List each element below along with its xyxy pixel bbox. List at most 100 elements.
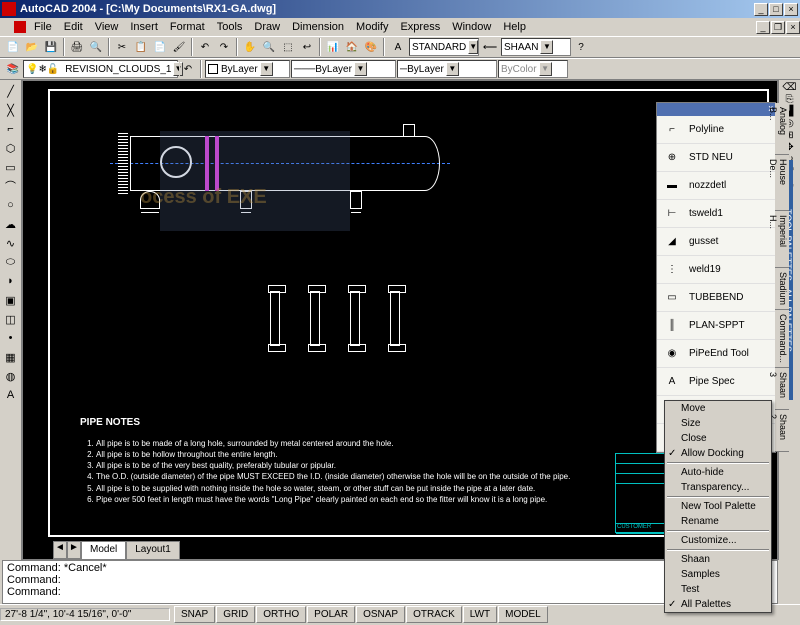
plotstyle-combo[interactable]: ByColor▼	[498, 60, 568, 78]
palette-item-tsweld1[interactable]: ⊢tsweld1	[657, 200, 775, 228]
layout1-tab[interactable]: Layout1	[126, 541, 180, 559]
undo-button[interactable]: ↶	[196, 38, 214, 56]
doc-close-button[interactable]: ×	[786, 21, 800, 34]
ctx-size[interactable]: Size	[665, 416, 771, 431]
palette-tab[interactable]: Stadium	[775, 268, 789, 310]
line-tool[interactable]: ╱	[2, 82, 20, 100]
ctx-transparency-[interactable]: Transparency...	[665, 480, 771, 495]
palette-tab[interactable]: House De...	[775, 155, 789, 211]
match-button[interactable]: 🖌	[170, 38, 188, 56]
copy-button[interactable]: 📋	[132, 38, 150, 56]
command-line[interactable]: Command: *Cancel* Command: Command:	[2, 560, 778, 604]
menu-help[interactable]: Help	[497, 19, 532, 35]
zoom-window-button[interactable]: ⬚	[279, 38, 297, 56]
menu-draw[interactable]: Draw	[248, 19, 286, 35]
linetype-combo[interactable]: ─── ByLayer▼	[291, 60, 396, 78]
palette-titlebar[interactable]: x	[657, 103, 775, 116]
status-lwt[interactable]: LWT	[463, 606, 497, 623]
ctx-close[interactable]: Close	[665, 431, 771, 446]
ctx-shaan[interactable]: Shaan	[665, 552, 771, 567]
doc-minimize-button[interactable]: _	[756, 21, 770, 34]
palette-item-tubebend[interactable]: ▭TUBEBEND	[657, 284, 775, 312]
zoom-button[interactable]: 🔍	[260, 38, 278, 56]
dimstyle-combo[interactable]: SHAAN▼	[501, 38, 571, 56]
layer-prev-button[interactable]: ↶	[179, 60, 197, 78]
ctx-all-palettes[interactable]: All Palettes	[665, 597, 771, 612]
designcenter-button[interactable]: 🏠	[343, 38, 361, 56]
ctx-allow-docking[interactable]: Allow Docking	[665, 446, 771, 461]
color-combo[interactable]: ByLayer▼	[205, 60, 290, 78]
palette-item-weld19[interactable]: ⋮weld19	[657, 256, 775, 284]
revcloud-tool[interactable]: ☁	[2, 215, 20, 233]
palette-tab[interactable]: Command...	[775, 310, 789, 368]
help-button[interactable]: ?	[572, 38, 590, 56]
palette-item-nozzdetl[interactable]: ▬nozzdetl	[657, 172, 775, 200]
text-tool[interactable]: A	[2, 386, 20, 404]
menu-express[interactable]: Express	[394, 19, 446, 35]
circle-tool[interactable]: ○	[2, 196, 20, 214]
minimize-button[interactable]: _	[754, 3, 768, 16]
lineweight-combo[interactable]: ─ ByLayer▼	[397, 60, 497, 78]
menu-format[interactable]: Format	[164, 19, 211, 35]
pline-tool[interactable]: ⌐	[2, 120, 20, 138]
textstyle-combo[interactable]: STANDARD▼	[409, 38, 479, 56]
palette-item-pipeend-tool[interactable]: ◉PiPeEnd Tool	[657, 340, 775, 368]
palette-item-plan-sppt[interactable]: ║PLAN-SPPT	[657, 312, 775, 340]
menu-tools[interactable]: Tools	[211, 19, 249, 35]
close-button[interactable]: ×	[784, 3, 798, 16]
point-tool[interactable]: •	[2, 329, 20, 347]
erase-tool[interactable]: ⌫	[782, 82, 796, 93]
paste-button[interactable]: 📄	[151, 38, 169, 56]
maximize-button[interactable]: □	[769, 3, 783, 16]
palette-tab[interactable]: Imperial H...	[775, 211, 789, 268]
ctx-move[interactable]: Move	[665, 401, 771, 416]
ctx-rename[interactable]: Rename	[665, 514, 771, 529]
redo-button[interactable]: ↷	[215, 38, 233, 56]
ctx-samples[interactable]: Samples	[665, 567, 771, 582]
ctx-auto-hide[interactable]: Auto-hide	[665, 465, 771, 480]
preview-button[interactable]: 🔍	[87, 38, 105, 56]
block-tool[interactable]: ◫	[2, 310, 20, 328]
palette-tab[interactable]: Shaan 2	[775, 410, 789, 452]
open-button[interactable]: 📂	[23, 38, 41, 56]
arc-tool[interactable]: ⌒	[2, 177, 20, 195]
insert-tool[interactable]: ▣	[2, 291, 20, 309]
ctx-customize-[interactable]: Customize...	[665, 533, 771, 548]
palette-item-pipe-spec[interactable]: APipe Spec	[657, 368, 775, 396]
menu-dimension[interactable]: Dimension	[286, 19, 350, 35]
status-ortho[interactable]: ORTHO	[256, 606, 306, 623]
menu-insert[interactable]: Insert	[124, 19, 164, 35]
palette-item-std-neu[interactable]: ⊕STD NEU	[657, 144, 775, 172]
ellipse-tool[interactable]: ⬭	[2, 253, 20, 271]
pan-button[interactable]: ✋	[241, 38, 259, 56]
layer-combo[interactable]: 💡❄🔓 REVISION_CLOUDS_1▼	[23, 60, 178, 78]
status-osnap[interactable]: OSNAP	[356, 606, 405, 623]
status-model[interactable]: MODEL	[498, 606, 548, 623]
properties-button[interactable]: 📊	[324, 38, 342, 56]
ctx-test[interactable]: Test	[665, 582, 771, 597]
zoom-prev-button[interactable]: ↩	[298, 38, 316, 56]
ctx-new-tool-palette[interactable]: New Tool Palette	[665, 499, 771, 514]
menu-edit[interactable]: Edit	[58, 19, 89, 35]
status-polar[interactable]: POLAR	[307, 606, 355, 623]
status-snap[interactable]: SNAP	[174, 606, 215, 623]
hatch-tool[interactable]: ▦	[2, 348, 20, 366]
layer-manager-button[interactable]: 📚	[4, 60, 22, 78]
menu-window[interactable]: Window	[446, 19, 497, 35]
print-button[interactable]: 🖨	[68, 38, 86, 56]
palette-item-polyline[interactable]: ⌐Polyline	[657, 116, 775, 144]
model-tab[interactable]: Model	[81, 541, 126, 559]
tab-right-arrow[interactable]: ►	[67, 541, 81, 559]
palette-tab[interactable]: Analog B...	[775, 103, 789, 155]
menu-modify[interactable]: Modify	[350, 19, 394, 35]
region-tool[interactable]: ◍	[2, 367, 20, 385]
status-otrack[interactable]: OTRACK	[406, 606, 462, 623]
cut-button[interactable]: ✂	[113, 38, 131, 56]
ellipsearc-tool[interactable]: ◗	[2, 272, 20, 290]
toolpalettes-button[interactable]: 🎨	[362, 38, 380, 56]
polygon-tool[interactable]: ⬡	[2, 139, 20, 157]
palette-item-gusset[interactable]: ◢gusset	[657, 228, 775, 256]
tab-left-arrow[interactable]: ◄	[53, 541, 67, 559]
status-grid[interactable]: GRID	[216, 606, 255, 623]
new-button[interactable]: 📄	[4, 38, 22, 56]
